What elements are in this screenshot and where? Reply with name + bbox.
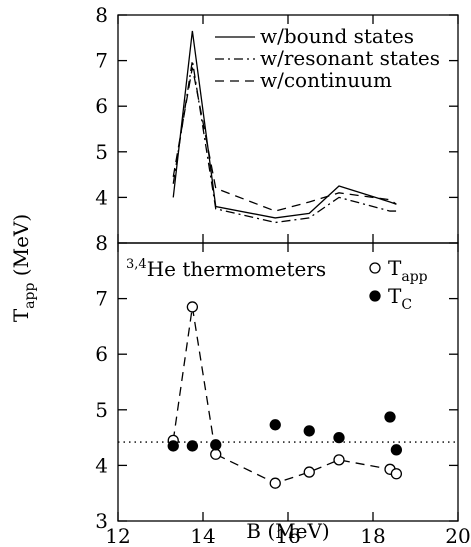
annotation-text: He thermometers	[147, 257, 326, 281]
data-point	[384, 411, 396, 423]
y-tick-label: 3	[95, 509, 108, 533]
legend-name: T	[388, 256, 402, 280]
y-tick-label: 5	[95, 140, 108, 164]
legend-label: Tapp	[388, 256, 428, 285]
y-tick-label: 4	[95, 185, 108, 209]
x-tick-label: 20	[445, 524, 470, 543]
data-point	[333, 454, 345, 466]
legend-sub: app	[401, 269, 427, 285]
y-tick-label: 8	[95, 231, 108, 255]
y-tick-label: 7	[95, 49, 108, 73]
legend-marker	[369, 262, 381, 274]
data-point	[186, 440, 199, 452]
y-tick-label: 6	[95, 94, 108, 118]
legend-label: w/resonant states	[260, 46, 440, 70]
series-line	[172, 306, 397, 484]
x-tick-label: 16	[275, 524, 300, 543]
y-tick-label: 5	[95, 398, 108, 422]
data-point	[210, 448, 222, 460]
y-tick-label: 8	[95, 3, 108, 27]
x-tick-label: 14	[190, 524, 215, 543]
legend-label: w/bound states	[260, 24, 414, 48]
data-point	[303, 425, 315, 437]
series-line	[172, 67, 397, 212]
data-point	[210, 439, 222, 451]
data-point	[186, 301, 199, 313]
legend-sub: C	[401, 297, 412, 313]
legend-label: w/continuum	[260, 68, 392, 92]
data-point	[269, 419, 281, 431]
data-point	[390, 444, 403, 456]
data-point	[269, 477, 281, 489]
data-point	[390, 468, 403, 480]
y-tick-label: 4	[95, 453, 108, 477]
annotation: 3,4He thermometers	[126, 257, 326, 281]
series-line	[172, 30, 397, 219]
legend-label: TC	[388, 284, 412, 313]
annotation-sup: 3,4	[126, 257, 147, 272]
x-tick-label: 12	[105, 524, 130, 543]
series-line	[172, 60, 397, 224]
y-axis-label: Tapp (MeV)	[9, 214, 38, 322]
y-label-sub: app	[22, 283, 38, 309]
legend-marker	[369, 290, 381, 302]
x-axis-label: B (MeV)	[246, 519, 329, 543]
data-point	[167, 440, 179, 452]
y-tick-label: 7	[95, 287, 108, 311]
y-label-main: T	[9, 308, 33, 322]
x-tick-label: 18	[360, 524, 385, 543]
data-point	[303, 466, 315, 478]
y-tick-label: 6	[95, 342, 108, 366]
y-label-unit: (MeV)	[9, 214, 33, 283]
data-point	[333, 431, 345, 444]
legend-name: T	[388, 284, 402, 308]
